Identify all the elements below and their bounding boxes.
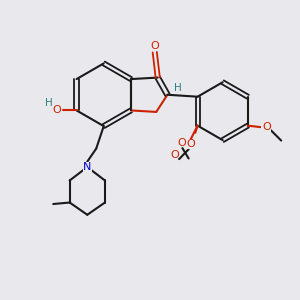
Text: O: O: [150, 40, 159, 51]
Text: O: O: [170, 150, 179, 160]
Text: O: O: [262, 122, 271, 132]
FancyBboxPatch shape: [150, 41, 160, 50]
FancyBboxPatch shape: [186, 139, 196, 149]
Text: O: O: [177, 138, 186, 148]
FancyBboxPatch shape: [82, 162, 92, 172]
FancyBboxPatch shape: [45, 99, 53, 107]
Text: N: N: [83, 162, 92, 172]
Text: H: H: [45, 98, 53, 108]
FancyBboxPatch shape: [261, 122, 272, 132]
FancyBboxPatch shape: [52, 105, 62, 116]
Text: O: O: [187, 139, 195, 149]
Text: H: H: [174, 83, 182, 93]
Text: O: O: [53, 105, 62, 116]
FancyBboxPatch shape: [177, 138, 187, 148]
FancyBboxPatch shape: [174, 84, 182, 92]
